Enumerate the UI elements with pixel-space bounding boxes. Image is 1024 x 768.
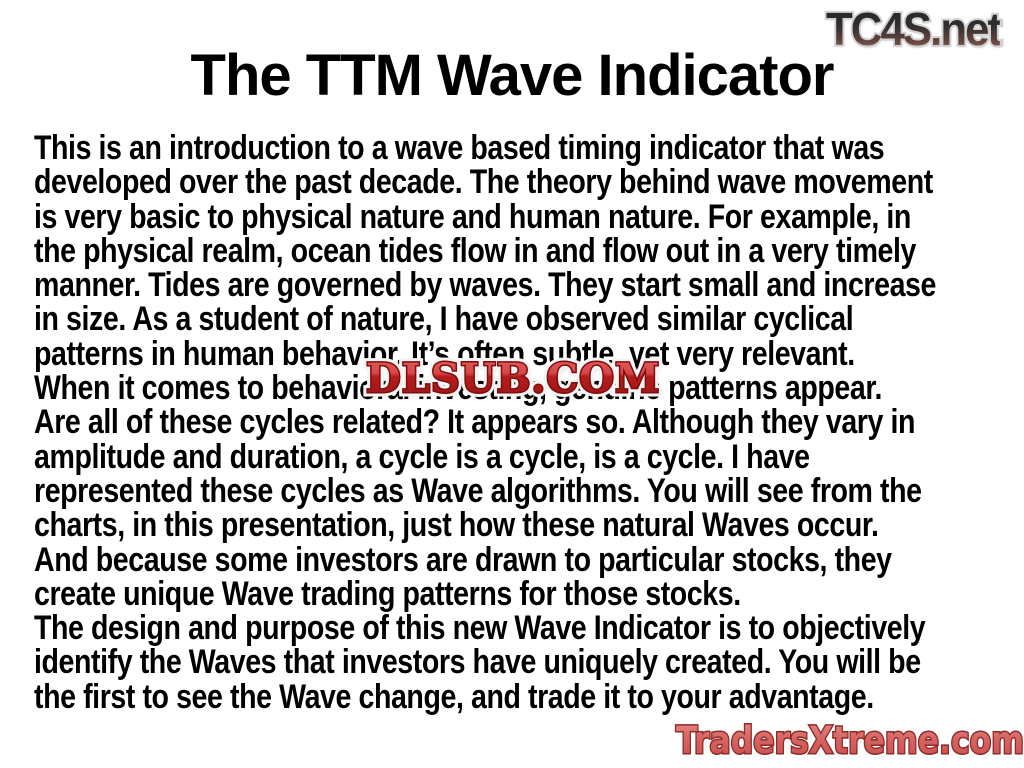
body-line: The design and purpose of this new Wave …: [34, 609, 1024, 648]
body-line: amplitude and duration, a cycle is a cyc…: [34, 437, 1024, 476]
body-line: patterns in human behavior. It’s often s…: [34, 334, 1024, 373]
dlsub-watermark-text: DLSUB.COM: [366, 355, 661, 402]
tc4s-watermark-outline: TC4S.net: [824, 2, 1004, 56]
dlsub-watermark-outline: DLSUB.COM: [364, 354, 660, 404]
body-line-text: the first to see the Wave change, and tr…: [34, 677, 874, 716]
body-line: is very basic to physical nature and hum…: [34, 197, 1024, 236]
tc4s-watermark-text: TC4S.net: [826, 3, 1002, 55]
body-line: the first to see the Wave change, and tr…: [34, 677, 1024, 716]
body-line: the physical realm, ocean tides flow in …: [34, 231, 1024, 270]
body-line: This is an introduction to a wave based …: [34, 129, 1024, 167]
body-line-text: the physical realm, ocean tides flow in …: [34, 231, 916, 270]
body-line-text: When it comes to behavioral investing, g…: [34, 369, 882, 408]
body-line-text: create unique Wave trading patterns for …: [34, 574, 741, 613]
body-line-text: And because some investors are drawn to …: [34, 540, 892, 579]
body-line: Are all of these cycles related? It appe…: [34, 403, 1024, 442]
body-line: in size. As a student of nature, I have …: [34, 300, 1024, 339]
body-line: And because some investors are drawn to …: [34, 540, 1024, 579]
body-line-text: represented these cycles as Wave algorit…: [34, 471, 922, 510]
body-line: create unique Wave trading patterns for …: [34, 574, 1024, 613]
body-line-text: Are all of these cycles related? It appe…: [34, 403, 916, 442]
body-line: identify the Waves that investors have u…: [34, 643, 1024, 682]
tradersxtreme-watermark-text: TradersXtreme.com: [676, 716, 1024, 766]
dlsub-watermark-glow: DLSUB.COM: [361, 351, 663, 407]
body-line-text: The design and purpose of this new Wave …: [34, 609, 926, 648]
body-line-text: manner. Tides are governed by waves. The…: [34, 266, 936, 305]
body-line-text: identify the Waves that investors have u…: [34, 643, 921, 682]
tradersxtreme-watermark-outline: TradersXtreme.com: [675, 716, 1024, 766]
body-line-text: amplitude and duration, a cycle is a cyc…: [34, 437, 810, 476]
body-line-text: developed over the past decade. The theo…: [34, 163, 933, 202]
body-line: developed over the past decade. The theo…: [34, 163, 1024, 202]
body-line-text: is very basic to physical nature and hum…: [34, 197, 911, 236]
body-line-text: in size. As a student of nature, I have …: [34, 300, 854, 339]
body-line: represented these cycles as Wave algorit…: [34, 471, 1024, 510]
body-line-text: patterns in human behavior. It’s often s…: [34, 334, 855, 373]
body-line-text: This is an introduction to a wave based …: [34, 129, 885, 167]
body-line: manner. Tides are governed by waves. The…: [34, 266, 1024, 305]
slide-title: The TTM Wave Indicator: [190, 43, 835, 108]
body-line: When it comes to behavioral investing, g…: [34, 369, 1024, 408]
tradersxtreme-watermark-glow: TradersXtreme.com: [673, 715, 1024, 766]
slide-body: This is an introduction to a wave based …: [34, 131, 1024, 714]
body-line-text: charts, in this presentation, just how t…: [34, 506, 879, 545]
body-line: charts, in this presentation, just how t…: [34, 506, 1024, 545]
